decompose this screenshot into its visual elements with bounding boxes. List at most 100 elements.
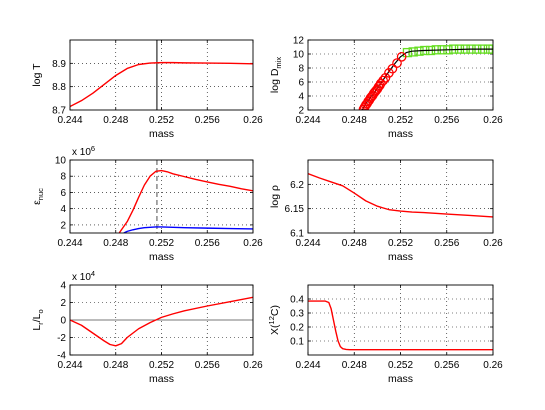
y-tick-label: 8 <box>298 64 304 75</box>
series-line-1 <box>308 172 493 218</box>
series-line-1 <box>308 300 493 351</box>
y-axis-label: εnuc <box>31 188 45 205</box>
plot-area <box>308 285 493 355</box>
y-axis-label: Lr/Lo <box>31 309 45 330</box>
y-label-part: L <box>31 325 43 331</box>
plot-marks <box>308 172 493 218</box>
x-tick-label: 0.248 <box>342 360 367 371</box>
x-tick-label: 0.244 <box>57 360 82 371</box>
y-axis-exponent: x 106 <box>72 144 95 158</box>
axes-frame <box>69 159 254 234</box>
x-tick-label: 0.248 <box>342 238 367 249</box>
y-tick-label: 10 <box>55 156 67 167</box>
plot-marks <box>308 300 493 351</box>
y-tick-label: 8.8 <box>52 82 66 93</box>
x-tick-label: 0.248 <box>342 115 367 126</box>
x-tick-label: 0.256 <box>434 360 459 371</box>
x-tick-label: 0.256 <box>195 360 220 371</box>
x-tick-label: 0.244 <box>295 115 320 126</box>
y-label-part: /L <box>31 313 43 322</box>
panel-2: 0.244 0.248 0.252 0.256 0.26 2 4 6 8 10 12 mass log … <box>269 36 503 141</box>
y-label-part: X( <box>269 324 281 335</box>
y-label-part: log ρ <box>269 185 281 208</box>
y-axis-label: log T <box>31 63 43 87</box>
x-axis-label: mass <box>388 373 413 385</box>
y-tick-label: 0.3 <box>290 309 304 320</box>
plot-area <box>70 40 253 110</box>
y-tick-label: 8 <box>60 172 66 183</box>
x-tick-label: 0.252 <box>149 238 174 249</box>
exponent-base: x 10 <box>72 147 91 158</box>
y-axis-label: log Dmix <box>269 57 283 93</box>
y-label-part: 12 <box>267 316 276 324</box>
series-line-2 <box>123 226 253 233</box>
x-tick-label: 0.26 <box>243 360 263 371</box>
x-tick-label: 0.256 <box>195 238 220 249</box>
y-label-part: r <box>36 322 45 325</box>
y-axis-label: X(12C) <box>267 305 281 335</box>
y-tick-label: 2 <box>60 220 66 231</box>
y-tick-label: 4 <box>298 92 304 103</box>
y-tick-label: 10 <box>293 50 305 61</box>
y-tick-label: 0.1 <box>290 337 304 348</box>
axes-frame <box>307 159 494 234</box>
x-tick-label: 0.252 <box>388 238 413 249</box>
y-tick-label: 6.2 <box>290 180 304 191</box>
red-circle-marker <box>365 93 376 103</box>
x-tick-label: 0.26 <box>483 238 503 249</box>
axes-frame <box>69 39 254 111</box>
y-tick-label: 8.7 <box>52 106 66 117</box>
panel-5: 0.244 0.248 0.252 0.256 0.26 -4 -2 0 2 4 mass Lr/Lo… <box>31 269 263 385</box>
x-tick-label: 0.252 <box>388 360 413 371</box>
x-tick-label: 0.256 <box>434 238 459 249</box>
plot-marks <box>70 40 253 110</box>
series-line-1 <box>70 61 253 108</box>
y-axis-label: log ρ <box>269 185 281 208</box>
x-tick-label: 0.248 <box>103 360 128 371</box>
y-tick-label: 0.4 <box>290 295 304 306</box>
red-circle-marker <box>378 75 389 86</box>
x-tick-label: 0.244 <box>57 238 82 249</box>
panel-4: 0.244 0.248 0.252 0.256 0.26 6.1 6.15 6.2 mass lo… <box>269 159 503 263</box>
x-tick-label: 0.248 <box>103 238 128 249</box>
y-label-part: ε <box>31 200 43 205</box>
series-line-1 <box>118 169 253 233</box>
y-label-part: log T <box>31 63 43 87</box>
x-axis-label: mass <box>149 251 174 263</box>
exponent-power: 4 <box>91 269 95 278</box>
x-tick-label: 0.256 <box>434 115 459 126</box>
y-tick-label: 4 <box>60 204 66 215</box>
y-tick-label: -4 <box>57 351 66 362</box>
y-tick-label: 2 <box>60 298 66 309</box>
y-label-part: nuc <box>36 188 45 200</box>
y-tick-label: 0 <box>60 316 66 327</box>
x-tick-label: 0.244 <box>295 360 320 371</box>
y-label-part: mix <box>274 57 283 69</box>
panel-3: 0.244 0.248 0.252 0.256 0.26 2 4 6 8 10 mass εnuc x … <box>31 144 263 263</box>
y-tick-label: 12 <box>293 36 305 47</box>
plot-marks <box>70 296 253 347</box>
red-circle-marker <box>392 58 402 68</box>
plot-area <box>308 40 493 110</box>
exponent-power: 6 <box>91 144 95 153</box>
red-circle-marker <box>396 51 407 62</box>
y-tick-label: 4 <box>60 281 66 292</box>
y-axis-exponent: x 104 <box>72 269 95 283</box>
x-axis-label: mass <box>388 251 413 263</box>
y-label-part: o <box>36 309 45 313</box>
x-tick-label: 0.26 <box>483 115 503 126</box>
x-tick-label: 0.248 <box>103 115 128 126</box>
x-tick-label: 0.252 <box>149 115 174 126</box>
y-tick-label: 2 <box>298 106 304 117</box>
x-tick-label: 0.26 <box>243 115 263 126</box>
plot-marks <box>358 44 493 110</box>
x-tick-label: 0.252 <box>149 360 174 371</box>
y-tick-label: -2 <box>57 333 66 344</box>
panel-6: 0.244 0.248 0.252 0.256 0.26 0.1 0.2 0.3 0.4 mass… <box>267 284 503 385</box>
exponent-base: x 10 <box>72 272 91 283</box>
y-tick-label: 8.9 <box>52 59 66 70</box>
red-circle-marker <box>370 86 380 97</box>
red-circle-marker <box>380 72 391 83</box>
plot-marks <box>118 160 253 233</box>
